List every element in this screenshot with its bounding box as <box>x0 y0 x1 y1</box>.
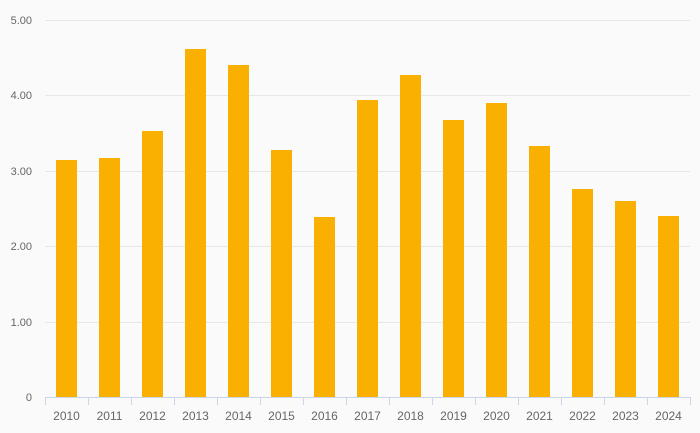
x-axis-label-2013: 2013 <box>182 409 209 423</box>
bar-2010[interactable] <box>56 160 77 397</box>
bar-2017[interactable] <box>357 100 378 397</box>
bar-2012[interactable] <box>142 131 163 397</box>
x-axis-tick <box>45 398 46 405</box>
x-axis-label-2016: 2016 <box>311 409 338 423</box>
x-axis-tick <box>303 398 304 405</box>
x-axis-label-2011: 2011 <box>96 409 123 423</box>
x-axis-label-2023: 2023 <box>612 409 639 423</box>
x-axis-label-2014: 2014 <box>225 409 252 423</box>
bar-2020[interactable] <box>486 103 507 397</box>
bar-2021[interactable] <box>529 146 550 397</box>
x-axis-label-2020: 2020 <box>483 409 510 423</box>
bar-2013[interactable] <box>185 49 206 397</box>
x-axis-label-2019: 2019 <box>440 409 467 423</box>
bar-2014[interactable] <box>228 65 249 397</box>
x-axis-label-2024: 2024 <box>655 409 682 423</box>
x-axis-tick <box>260 398 261 405</box>
x-axis-tick <box>561 398 562 405</box>
gridline-4.00 <box>45 95 690 96</box>
bar-2023[interactable] <box>615 201 636 397</box>
x-axis-tick <box>475 398 476 405</box>
x-axis-tick <box>604 398 605 405</box>
bar-2016[interactable] <box>314 217 335 397</box>
y-axis-label-4.00: 4.00 <box>10 90 32 102</box>
x-axis-tick <box>647 398 648 405</box>
bar-2024[interactable] <box>658 216 679 397</box>
x-axis-tick <box>346 398 347 405</box>
x-axis-label-2015: 2015 <box>268 409 295 423</box>
y-axis-label-0: 0 <box>25 392 32 404</box>
y-axis-label-3.00: 3.00 <box>10 166 32 178</box>
x-axis-tick <box>88 398 89 405</box>
x-axis-tick <box>131 398 132 405</box>
x-axis-label-2017: 2017 <box>354 409 381 423</box>
x-axis-label-2018: 2018 <box>397 409 424 423</box>
bar-2018[interactable] <box>400 75 421 397</box>
x-axis-tick <box>690 398 691 405</box>
y-axis-label-2.00: 2.00 <box>10 241 32 253</box>
x-axis-label-2022: 2022 <box>569 409 596 423</box>
x-axis-label-2010: 2010 <box>53 409 80 423</box>
y-axis-label-1.00: 1.00 <box>10 317 32 329</box>
x-axis-line <box>45 397 691 398</box>
y-axis-label-5.00: 5.00 <box>10 15 32 27</box>
x-axis-tick <box>518 398 519 405</box>
x-axis-tick <box>432 398 433 405</box>
x-axis-tick <box>217 398 218 405</box>
x-axis-tick <box>389 398 390 405</box>
bar-2022[interactable] <box>572 189 593 397</box>
x-axis-label-2021: 2021 <box>526 409 553 423</box>
bar-2011[interactable] <box>99 158 120 397</box>
bar-2019[interactable] <box>443 120 464 397</box>
bar-2015[interactable] <box>271 150 292 397</box>
x-axis-tick <box>174 398 175 405</box>
x-axis-label-2012: 2012 <box>139 409 166 423</box>
gridline-5.00 <box>45 20 690 21</box>
